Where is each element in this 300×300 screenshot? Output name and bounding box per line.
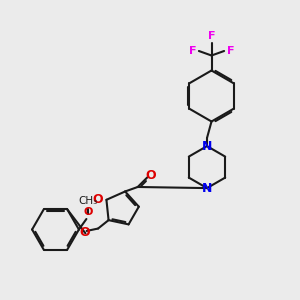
- Text: F: F: [208, 32, 215, 41]
- Text: N: N: [202, 182, 212, 195]
- Text: O: O: [79, 226, 90, 238]
- Text: CH₃: CH₃: [78, 196, 98, 206]
- Text: F: F: [226, 46, 234, 56]
- Text: O: O: [145, 169, 156, 182]
- Text: N: N: [202, 140, 212, 153]
- Text: O: O: [92, 193, 103, 206]
- Text: F: F: [189, 46, 196, 56]
- Text: O: O: [83, 207, 93, 217]
